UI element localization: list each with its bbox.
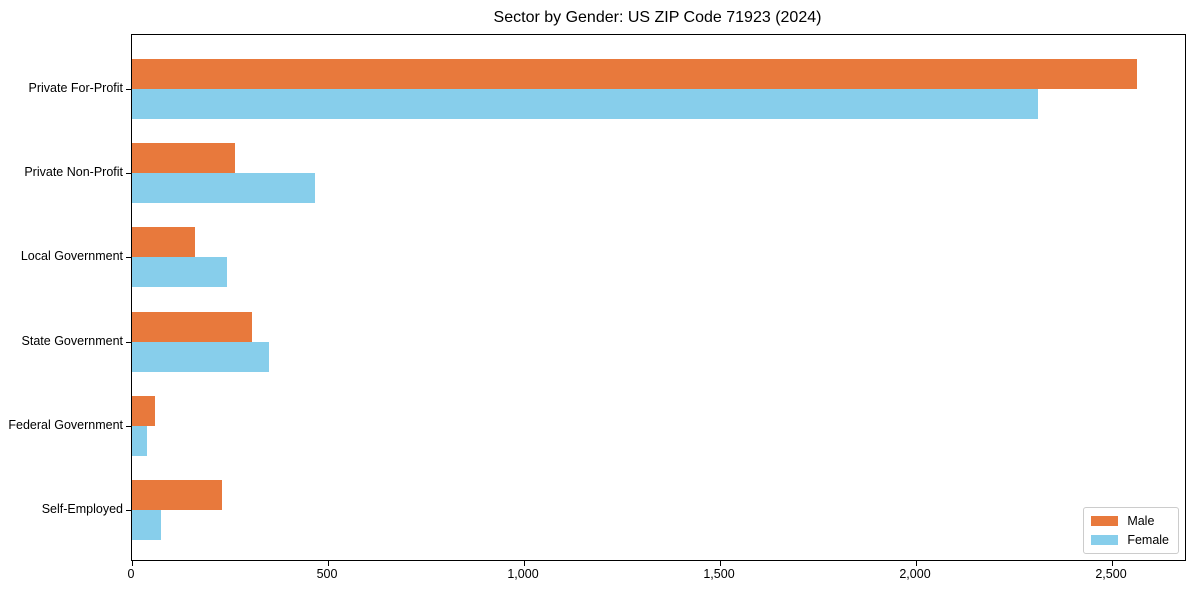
x-tick-label: 1,500 (703, 567, 735, 581)
y-axis-category-labels: Private For-Profit Private Non-Profit Loca… (0, 0, 123, 600)
x-tick-label: 0 (127, 567, 135, 581)
bar-male-1 (132, 59, 1137, 89)
y-tick-mark (126, 341, 131, 343)
category-label: Private For-Profit (28, 81, 123, 95)
chart-title: Sector by Gender: US ZIP Code 71923 (202… (493, 9, 822, 26)
category-label: Local Government (20, 249, 123, 264)
legend-label: Female (1127, 533, 1169, 547)
x-tick-mark (720, 561, 721, 566)
legend-swatch-female (1091, 535, 1119, 545)
bar-female-2 (132, 173, 315, 204)
category-label: Self-Employed (41, 502, 123, 516)
bar-male-2 (132, 143, 235, 174)
bar-male-6 (132, 480, 222, 510)
legend: Male Female (1083, 507, 1179, 554)
x-tick-mark (328, 561, 329, 566)
y-tick-mark (126, 173, 131, 175)
x-tick-mark (524, 561, 525, 566)
x-tick-label: 1,000 (507, 567, 539, 581)
bar-female-1 (132, 89, 1038, 119)
plot-area: Male Female (126, 34, 1186, 566)
bar-female-6 (132, 510, 161, 540)
x-tick-mark (1112, 561, 1113, 566)
bar-male-3 (132, 227, 195, 258)
x-tick-label: 2,000 (899, 567, 931, 581)
legend-swatch-male (1091, 516, 1119, 526)
x-tick-label: 500 (316, 567, 338, 581)
y-tick-mark (126, 89, 131, 90)
bar-female-3 (132, 257, 227, 288)
y-tick-mark (126, 425, 131, 427)
bar-female-5 (132, 425, 147, 456)
category-label: State Government (21, 333, 123, 348)
legend-label: Male (1127, 514, 1155, 528)
x-tick-mark (916, 561, 917, 566)
category-label: Federal Government (8, 417, 123, 432)
x-tick-mark (132, 561, 133, 566)
y-tick-mark (126, 510, 131, 511)
y-tick-mark (126, 257, 131, 259)
bar-male-5 (132, 395, 155, 426)
bar-female-4 (132, 341, 269, 372)
x-tick-label: 2,500 (1095, 567, 1127, 581)
category-label: Private Non-Profit (24, 165, 123, 180)
legend-item-female: Female (1091, 533, 1169, 547)
bar-male-4 (132, 311, 252, 342)
legend-item-male: Male (1091, 514, 1169, 528)
